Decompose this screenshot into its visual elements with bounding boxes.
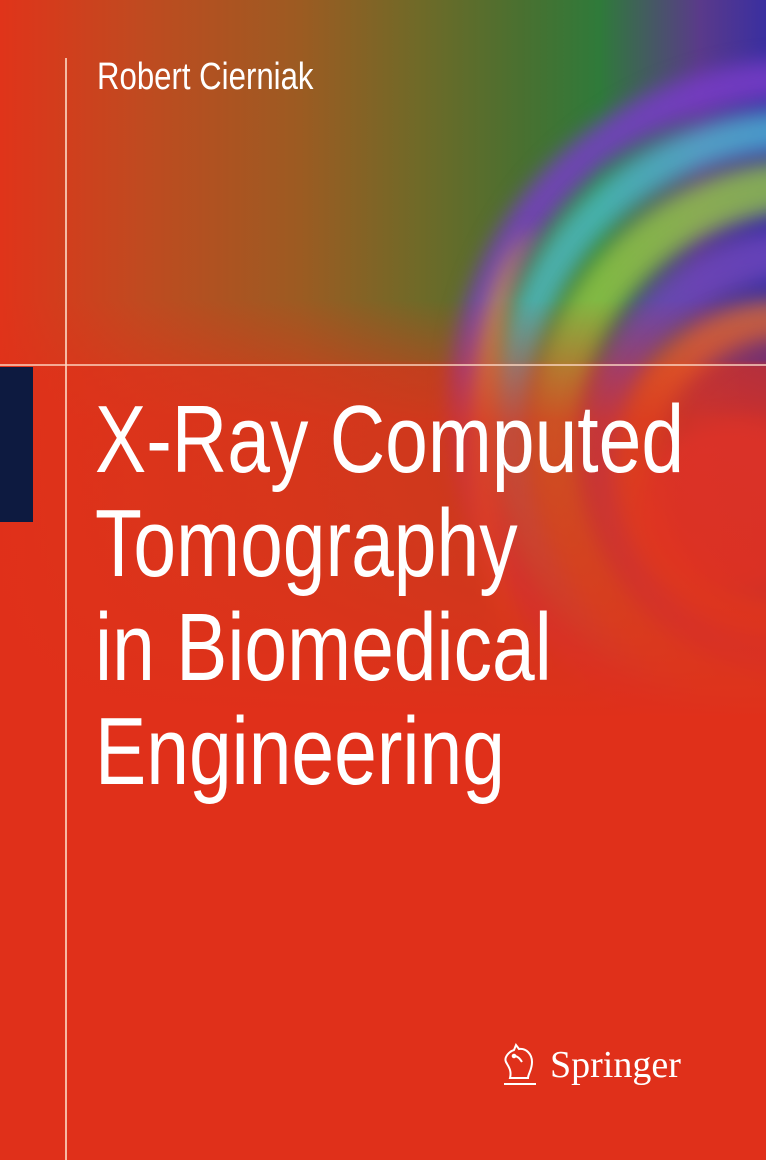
title-line: Engineering <box>95 698 505 805</box>
book-title: X-Ray Computed Tomography in Biomedical … <box>95 388 684 804</box>
title-line: X-Ray Computed <box>95 386 685 493</box>
knight-horse-icon <box>504 1042 536 1085</box>
title-line: in Biomedical <box>95 594 552 701</box>
vertical-rule <box>65 58 67 1160</box>
horizontal-rule <box>0 364 766 366</box>
accent-bar <box>0 367 33 522</box>
title-line: Tomography <box>95 490 518 597</box>
publisher-logo: Springer <box>500 1042 681 1088</box>
publisher-name: Springer <box>550 1044 681 1086</box>
author-name: Robert Cierniak <box>97 56 314 98</box>
